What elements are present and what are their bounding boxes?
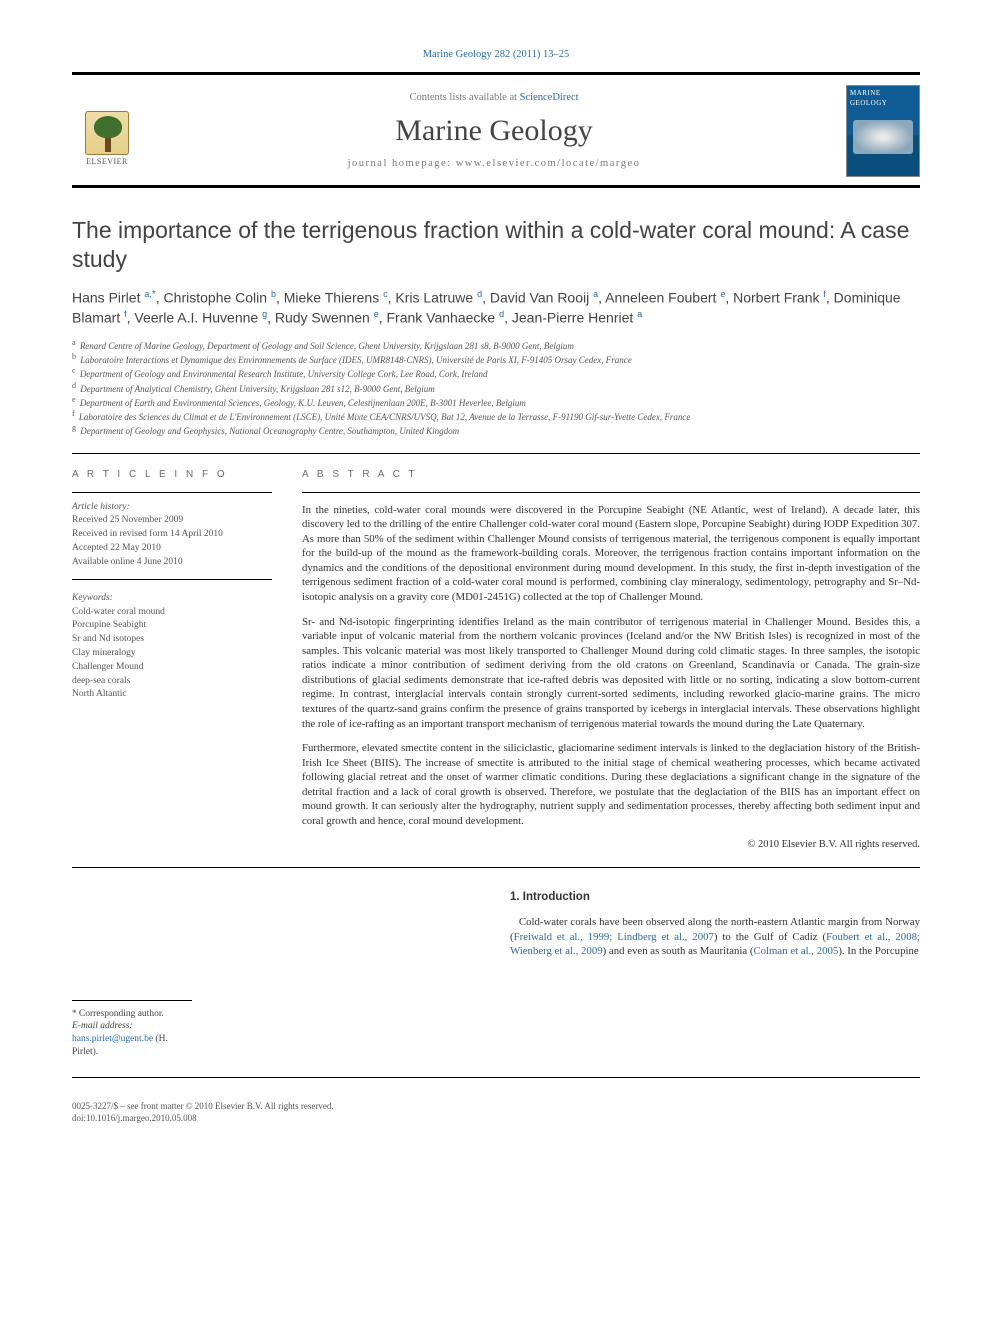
- history-accepted: Accepted 22 May 2010: [72, 542, 272, 555]
- sciencedirect-link[interactable]: ScienceDirect: [520, 92, 579, 103]
- affiliation-line: g Department of Geology and Geophysics, …: [72, 423, 920, 437]
- citation-link[interactable]: Colman et al., 2005: [753, 945, 838, 957]
- contents-available-line: Contents lists available at ScienceDirec…: [156, 91, 832, 105]
- keyword: Porcupine Seabight: [72, 619, 272, 632]
- abstract-p3: Furthermore, elevated smectite content i…: [302, 741, 920, 828]
- section-heading-intro: 1. Introduction: [510, 890, 920, 906]
- corresponding-email[interactable]: hans.pirlet@ugent.be: [72, 1034, 153, 1044]
- keyword: North Altantic: [72, 688, 272, 701]
- author-list: Hans Pirlet a,*, Christophe Colin b, Mie…: [72, 288, 920, 329]
- affiliation-line: b Laboratoire Interactions et Dynamique …: [72, 352, 920, 366]
- keywords-label: Keywords:: [72, 592, 272, 605]
- corresponding-label: Corresponding author.: [79, 1009, 164, 1019]
- affiliation-line: a Renard Centre of Marine Geology, Depar…: [72, 338, 920, 352]
- abstract-p2: Sr- and Nd-isotopic fingerprinting ident…: [302, 615, 920, 732]
- top-citation-journal[interactable]: Marine Geology: [423, 49, 492, 60]
- abstract-block: A B S T R A C T In the nineties, cold-wa…: [302, 468, 920, 852]
- masthead: ELSEVIER Contents lists available at Sci…: [72, 72, 920, 188]
- keywords-list: Cold-water coral moundPorcupine Seabight…: [72, 606, 272, 702]
- history-label: Article history:: [72, 501, 272, 514]
- history-online: Available online 4 June 2010: [72, 556, 272, 569]
- keyword: Clay mineralogy: [72, 647, 272, 660]
- article-info-sidebar: A R T I C L E I N F O Article history: R…: [72, 468, 272, 852]
- footer-doi[interactable]: doi:10.1016/j.margeo.2010.05.008: [72, 1112, 920, 1124]
- email-label: E-mail address:: [72, 1021, 133, 1031]
- abstract-heading: A B S T R A C T: [302, 468, 920, 482]
- abstract-p1: In the nineties, cold-water coral mounds…: [302, 503, 920, 605]
- divider: [72, 867, 920, 868]
- article-title: The importance of the terrigenous fracti…: [72, 216, 920, 274]
- journal-homepage-line[interactable]: journal homepage: www.elsevier.com/locat…: [156, 157, 832, 171]
- elsevier-tree-icon: [85, 111, 129, 155]
- keyword: Sr and Nd isotopes: [72, 633, 272, 646]
- top-citation: Marine Geology 282 (2011) 13–25: [72, 48, 920, 62]
- publisher-logo[interactable]: ELSEVIER: [72, 92, 142, 170]
- top-citation-rest: 282 (2011) 13–25: [492, 49, 569, 60]
- keyword: deep-sea corals: [72, 675, 272, 688]
- intro-paragraph: Cold-water corals have been observed alo…: [510, 915, 920, 959]
- history-received: Received 25 November 2009: [72, 514, 272, 527]
- publisher-name: ELSEVIER: [86, 157, 128, 168]
- history-revised: Received in revised form 14 April 2010: [72, 528, 272, 541]
- affiliation-line: d Department of Analytical Chemistry, Gh…: [72, 381, 920, 395]
- page-footer: 0025-3227/$ – see front matter © 2010 El…: [72, 1100, 920, 1124]
- keyword: Challenger Mound: [72, 661, 272, 674]
- abstract-copyright: © 2010 Elsevier B.V. All rights reserved…: [302, 838, 920, 852]
- footer-line1: 0025-3227/$ – see front matter © 2010 El…: [72, 1100, 920, 1112]
- keyword: Cold-water coral mound: [72, 606, 272, 619]
- affiliation-line: e Department of Earth and Environmental …: [72, 395, 920, 409]
- journal-title: Marine Geology: [156, 111, 832, 152]
- affiliation-line: c Department of Geology and Environmenta…: [72, 366, 920, 380]
- affiliation-list: a Renard Centre of Marine Geology, Depar…: [72, 338, 920, 437]
- citation-link[interactable]: Freiwald et al., 1999; Lindberg et al., …: [514, 931, 714, 943]
- footer-divider: [72, 1077, 920, 1078]
- affiliation-line: f Laboratoire des Sciences du Climat et …: [72, 409, 920, 423]
- article-info-heading: A R T I C L E I N F O: [72, 468, 272, 482]
- corresponding-author-block: * Corresponding author. E-mail address: …: [72, 1000, 192, 1059]
- journal-cover-thumbnail[interactable]: MARINE GEOLOGY: [846, 85, 920, 177]
